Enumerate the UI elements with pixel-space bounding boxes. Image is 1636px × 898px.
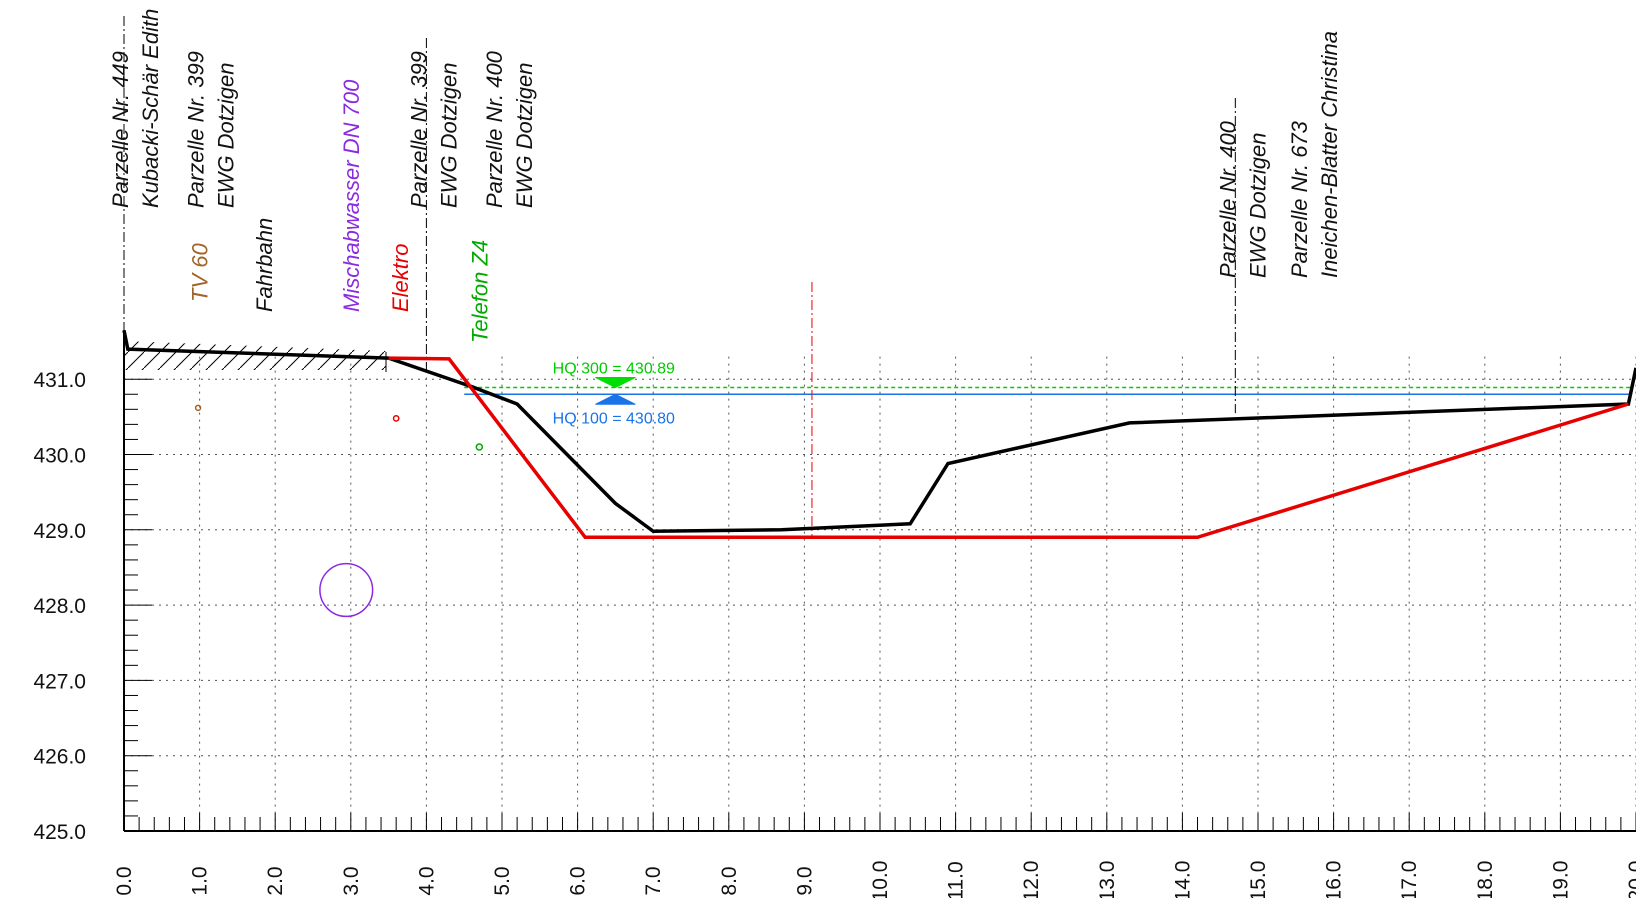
y-tick-label: 425.0 bbox=[33, 821, 86, 844]
parcel-label: Parzelle Nr. 673 bbox=[1287, 120, 1312, 278]
parcel-label: EWG Dotzigen bbox=[1245, 133, 1270, 279]
x-tick-label: 5.0 bbox=[491, 866, 514, 895]
parcel-label: Parzelle Nr. 400 bbox=[482, 50, 507, 208]
annotation-labels: Parzelle Nr. 449 Kubacki-Schär Edith Parze… bbox=[108, 9, 1342, 343]
hq300-label: HQ 300 = 430.89 bbox=[553, 360, 675, 377]
utility-label: TV 60 bbox=[188, 243, 213, 302]
parcel-label: EWG Dotzigen bbox=[213, 63, 238, 209]
x-tick-label: 8.0 bbox=[718, 866, 741, 895]
x-tick-label: 16.0 bbox=[1323, 861, 1346, 898]
y-tick-label: 430.0 bbox=[33, 445, 86, 468]
x-tick-label: 0.0 bbox=[113, 866, 136, 895]
parcel-label: Parzelle Nr. 399 bbox=[406, 51, 431, 208]
pipe-circle bbox=[194, 404, 202, 412]
x-tick-label: 15.0 bbox=[1247, 861, 1270, 898]
x-tick-label: 4.0 bbox=[415, 866, 438, 895]
pipe-circle bbox=[392, 414, 400, 422]
parcel-label: Parzelle Nr. 399 bbox=[183, 51, 208, 208]
y-tick-label: 427.0 bbox=[33, 670, 86, 693]
x-tick-label: 7.0 bbox=[642, 866, 665, 895]
hq300-marker bbox=[595, 376, 636, 389]
y-tick-label: 429.0 bbox=[33, 520, 86, 543]
x-tick-label: 14.0 bbox=[1171, 861, 1194, 898]
property-boundaries bbox=[123, 16, 1236, 538]
water-levels: HQ 300 = 430.89 HQ 100 = 430.80 bbox=[464, 360, 1633, 427]
parcel-label: EWG Dotzigen bbox=[512, 63, 537, 209]
project-line bbox=[388, 356, 1629, 540]
x-tick-label: 19.0 bbox=[1549, 861, 1572, 898]
x-tick-label: 10.0 bbox=[869, 861, 892, 898]
parcel-label: Kubacki-Schär Edith bbox=[138, 9, 163, 208]
hq100-label: HQ 100 = 430.80 bbox=[553, 410, 675, 427]
x-tick-label: 17.0 bbox=[1398, 861, 1421, 898]
x-tick-label: 9.0 bbox=[793, 866, 816, 895]
x-tick-label: 20.0 bbox=[1625, 861, 1636, 898]
pipe-circle bbox=[475, 443, 484, 451]
x-tick-label: 18.0 bbox=[1474, 861, 1497, 898]
x-tick-label: 1.0 bbox=[189, 866, 212, 895]
utility-label: Mischabwasser DN 700 bbox=[339, 79, 364, 312]
pipe-circle bbox=[319, 562, 374, 618]
y-tick-label: 428.0 bbox=[33, 595, 86, 618]
tick-labels: 0.0 1.0 2.0 3.0 4.0 5.0 6.0 7.0 8.0 9.0 10.0 11.0 12… bbox=[33, 369, 1636, 898]
grid bbox=[124, 356, 1636, 831]
x-tick-label: 6.0 bbox=[567, 866, 590, 895]
parcel-label: Parzelle Nr. 400 bbox=[1215, 120, 1240, 278]
axes bbox=[123, 330, 1636, 832]
utility-pipes bbox=[194, 404, 484, 618]
utility-label: Elektro bbox=[388, 244, 413, 312]
x-tick-label: 11.0 bbox=[945, 861, 968, 898]
utility-label: Fahrbahn bbox=[252, 218, 277, 312]
hq100-marker bbox=[595, 393, 636, 405]
parcel-label: EWG Dotzigen bbox=[436, 63, 461, 209]
x-tick-label: 3.0 bbox=[340, 866, 363, 895]
x-tick-label: 2.0 bbox=[264, 866, 287, 895]
parcel-label: Ineichen-Blatter Christina bbox=[1317, 31, 1342, 278]
y-tick-label: 426.0 bbox=[33, 746, 86, 769]
y-tick-label: 431.0 bbox=[33, 369, 86, 392]
parcel-label: Parzelle Nr. 449 bbox=[108, 51, 133, 208]
x-tick-label: 13.0 bbox=[1096, 861, 1119, 898]
profile-lines bbox=[122, 329, 1636, 540]
x-tick-label: 12.0 bbox=[1020, 861, 1043, 898]
utility-label: Telefon Z4 bbox=[467, 240, 492, 343]
